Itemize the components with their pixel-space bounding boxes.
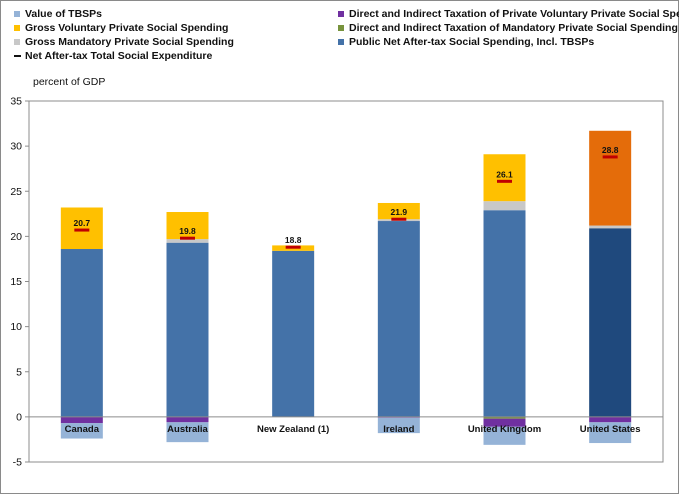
bar-public [483, 210, 526, 417]
y-tick-label: 25 [10, 186, 22, 198]
legend-item-taxmand: Direct and Indirect Taxation of Mandator… [338, 22, 678, 34]
bar-voluntary [377, 202, 420, 220]
legend-item-gmand: Gross Mandatory Private Social Spending [14, 36, 234, 48]
net-total-label: 21.9 [391, 207, 408, 217]
legend-label-gmand: Gross Mandatory Private Social Spending [25, 36, 234, 48]
bar-tbsp [589, 422, 632, 444]
bar-public [272, 250, 315, 417]
legend-label-gvol: Gross Voluntary Private Social Spending [25, 22, 229, 34]
net-total-label: 20.7 [74, 218, 91, 228]
x-category-label: United States [580, 424, 641, 435]
net-total-marker [602, 155, 618, 159]
legend-swatch-taxvol [338, 11, 344, 17]
x-category-label: New Zealand (1) [257, 424, 329, 435]
bar-mandatory [166, 239, 209, 243]
bar-public [60, 249, 103, 417]
y-tick-label: 20 [10, 231, 22, 243]
bar-tbsp [483, 426, 526, 445]
net-total-label: 19.8 [179, 226, 196, 236]
bar-mandatory [589, 225, 632, 229]
y-tick-label: 35 [10, 96, 22, 108]
bar-tbsp [377, 417, 420, 434]
chart-legend: Value of TBSPs Gross Voluntary Private So… [0, 0, 679, 70]
legend-label-pub: Public Net After-tax Social Spending, In… [349, 36, 595, 48]
bar-tbsp [60, 423, 103, 439]
x-category-label: Canada [65, 424, 100, 435]
net-total-marker [497, 179, 512, 183]
net-total-marker [391, 217, 407, 221]
legend-swatch-pub [338, 39, 344, 45]
x-category-label: United Kingdom [468, 424, 541, 435]
legend-label-tbsp: Value of TBSPs [25, 8, 103, 20]
bar-mandatory [483, 201, 526, 211]
bar-tax-voluntary [60, 416, 103, 424]
legend-item-pub: Public Net After-tax Social Spending, In… [338, 36, 594, 48]
bar-voluntary [589, 130, 632, 226]
legend-item-taxvol: Direct and Indirect Taxation of Private … [338, 8, 679, 20]
legend-item-tbsp: Value of TBSPs [14, 8, 102, 20]
bar-tax-voluntary [483, 418, 526, 427]
bar-tax-mandatory [483, 416, 526, 419]
legend-label-taxvol: Direct and Indirect Taxation of Private … [349, 8, 679, 20]
bar-tbsp [166, 422, 209, 443]
net-total-marker [180, 236, 195, 240]
net-total-marker [285, 245, 301, 249]
x-category-label: Australia [167, 424, 208, 435]
y-axis-label: percent of GDP [33, 76, 106, 88]
y-tick-label: 0 [16, 411, 22, 423]
y-tick-label: 5 [16, 366, 22, 378]
legend-label-net: Net After-tax Total Social Expenditure [25, 50, 213, 62]
bar-voluntary [166, 212, 209, 240]
net-total-marker [74, 228, 90, 232]
y-tick-label: 30 [10, 141, 22, 153]
net-total-label: 28.8 [602, 145, 619, 155]
y-tick-label: -5 [13, 457, 22, 469]
bar-public [166, 242, 209, 417]
bar-public [589, 228, 632, 417]
legend-swatch-taxmand [338, 25, 344, 31]
legend-swatch-net [14, 55, 21, 57]
y-tick-label: 10 [10, 321, 22, 333]
net-total-label: 18.8 [285, 235, 302, 245]
bar-voluntary [60, 207, 103, 250]
legend-swatch-tbsp [14, 11, 20, 17]
plot-area [28, 100, 664, 463]
bar-tax-voluntary [589, 416, 632, 423]
bar-tax-voluntary [166, 416, 209, 423]
legend-swatch-gvol [14, 25, 20, 31]
x-category-label: Ireland [383, 424, 414, 435]
net-total-label: 26.1 [496, 169, 513, 179]
y-tick-label: 15 [10, 276, 22, 288]
bar-voluntary [483, 154, 526, 202]
legend-item-net: Net After-tax Total Social Expenditure [14, 50, 212, 62]
legend-item-gvol: Gross Voluntary Private Social Spending [14, 22, 228, 34]
bar-public [377, 221, 420, 417]
legend-label-taxmand: Direct and Indirect Taxation of Mandator… [349, 22, 678, 34]
legend-swatch-gmand [14, 39, 20, 45]
